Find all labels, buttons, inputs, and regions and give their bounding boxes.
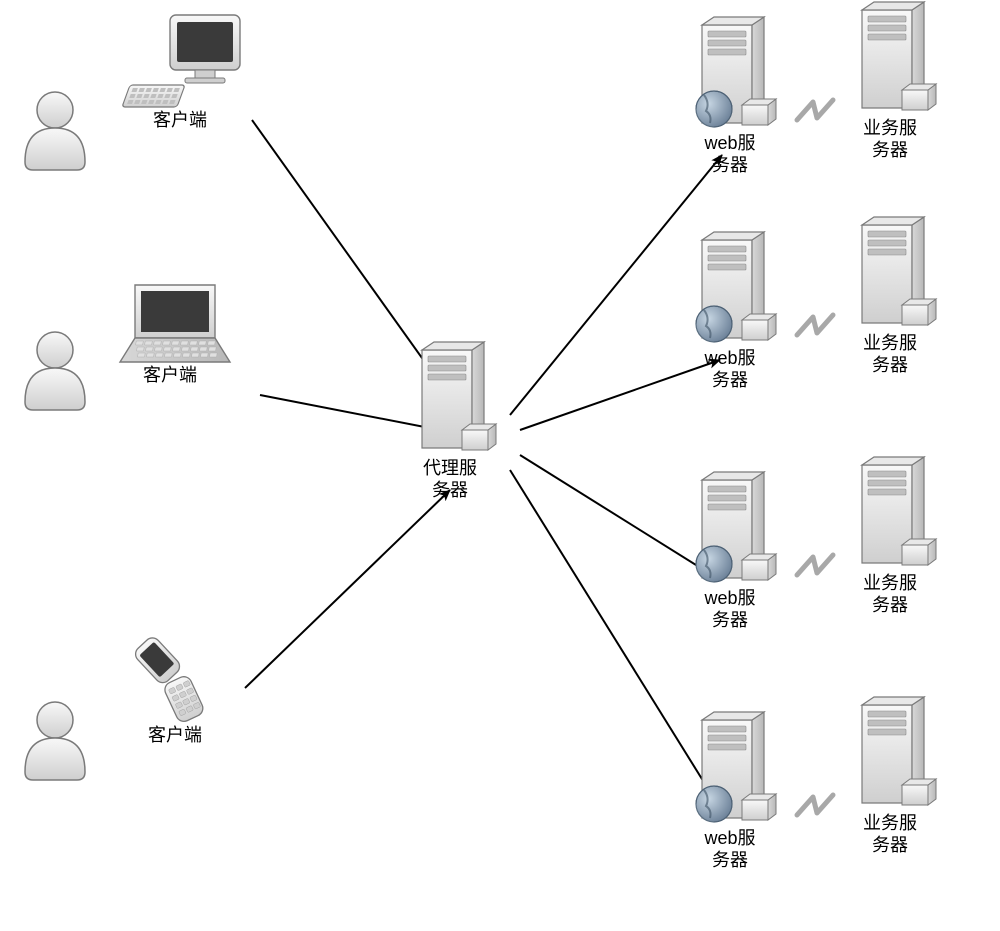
label-web2: web服 务器 xyxy=(670,348,790,391)
label-text-web2: web服 务器 xyxy=(670,348,790,391)
label-text-web1: web服 务器 xyxy=(670,133,790,176)
label-text-biz1: 业务服 务器 xyxy=(830,118,950,161)
label-text-biz3: 业务服 务器 xyxy=(830,573,950,616)
node-user3 xyxy=(25,702,85,780)
node-web2 xyxy=(696,232,776,342)
label-web3: web服 务器 xyxy=(670,588,790,631)
node-client3 xyxy=(129,628,206,729)
node-web3 xyxy=(696,472,776,582)
label-text-client1: 客户端 xyxy=(120,110,240,132)
label-biz2: 业务服 务器 xyxy=(830,333,950,376)
label-text-proxy: 代理服 务器 xyxy=(390,458,510,501)
label-text-web3: web服 务器 xyxy=(670,588,790,631)
edge-proxy-web4 xyxy=(510,470,715,800)
label-web4: web服 务器 xyxy=(670,828,790,871)
node-proxy xyxy=(422,342,496,450)
edge-client2-proxy xyxy=(260,395,440,430)
label-biz4: 业务服 务器 xyxy=(830,813,950,856)
edge-client1-proxy xyxy=(252,120,452,400)
label-text-web4: web服 务器 xyxy=(670,828,790,871)
label-text-biz2: 业务服 务器 xyxy=(830,333,950,376)
node-web4 xyxy=(696,712,776,822)
node-user1 xyxy=(25,92,85,170)
node-client1 xyxy=(122,15,240,107)
label-client2: 客户端 xyxy=(110,365,230,387)
label-biz1: 业务服 务器 xyxy=(830,118,950,161)
link-zigzag xyxy=(797,315,833,335)
node-biz2 xyxy=(862,217,936,325)
node-biz4 xyxy=(862,697,936,805)
node-web1 xyxy=(696,17,776,127)
link-zigzag xyxy=(797,555,833,575)
label-text-biz4: 业务服 务器 xyxy=(830,813,950,856)
label-client3: 客户端 xyxy=(115,725,235,747)
edge-client3-proxy xyxy=(245,490,450,688)
link-zigzag xyxy=(797,100,833,120)
label-text-client3: 客户端 xyxy=(115,725,235,747)
label-web1: web服 务器 xyxy=(670,133,790,176)
node-user2 xyxy=(25,332,85,410)
label-client1: 客户端 xyxy=(120,110,240,132)
node-biz1 xyxy=(862,2,936,110)
link-zigzag xyxy=(797,795,833,815)
edge-proxy-web3 xyxy=(520,455,720,580)
node-client2 xyxy=(120,285,230,362)
label-text-client2: 客户端 xyxy=(110,365,230,387)
node-biz3 xyxy=(862,457,936,565)
label-biz3: 业务服 务器 xyxy=(830,573,950,616)
label-proxy: 代理服 务器 xyxy=(390,458,510,501)
